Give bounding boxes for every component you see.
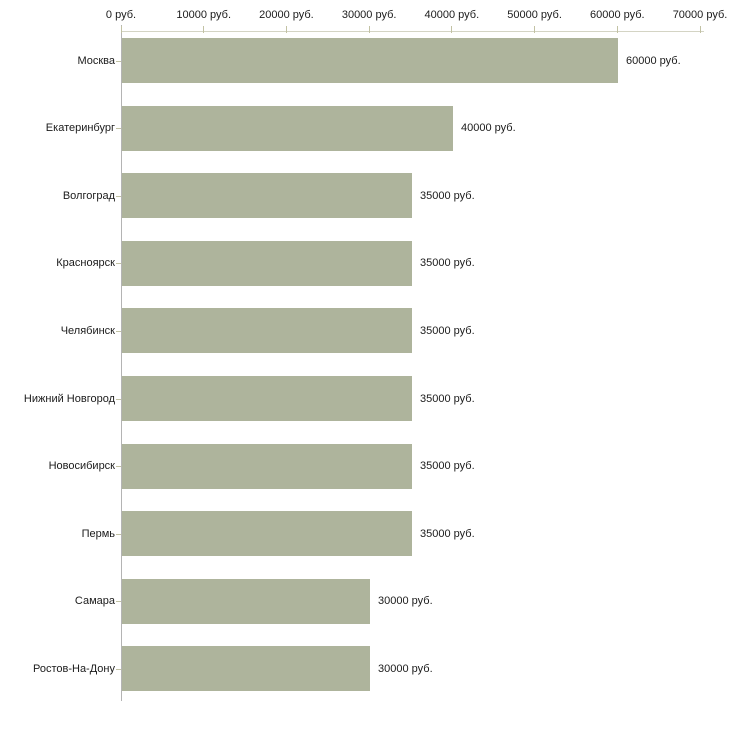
x-axis-tick-label: 50000 руб. xyxy=(507,9,562,21)
bar-value-label: 35000 руб. xyxy=(420,189,475,202)
category-label: Ростов-На-Дону xyxy=(32,662,115,675)
bar-value-label: 35000 руб. xyxy=(420,257,475,270)
bar xyxy=(122,511,412,557)
x-axis-tick xyxy=(368,26,370,33)
category-label: Екатеринбург xyxy=(45,122,115,135)
bar-value-label: 30000 руб. xyxy=(378,662,433,675)
category-label: Новосибирск xyxy=(48,460,115,473)
bar xyxy=(122,173,412,219)
x-axis-tick xyxy=(699,26,701,33)
bar xyxy=(122,443,412,489)
bar xyxy=(122,376,412,421)
category-label: Красноярск xyxy=(56,257,115,270)
category-axis-tick xyxy=(116,466,121,468)
bar xyxy=(122,240,412,286)
bar-value-label: 35000 руб. xyxy=(420,527,475,540)
x-axis-tick-label: 70000 руб. xyxy=(672,9,728,21)
bar xyxy=(122,105,453,151)
x-axis-tick xyxy=(120,26,122,33)
bar-value-label: 35000 руб. xyxy=(420,460,475,473)
bar xyxy=(122,578,370,624)
bar-value-label: 60000 руб. xyxy=(626,54,681,67)
category-label: Нижний Новгород xyxy=(23,392,115,405)
x-axis-tick xyxy=(534,26,536,33)
x-axis-line xyxy=(121,31,704,32)
x-axis-tick-label: 10000 руб. xyxy=(176,9,232,21)
category-axis-tick xyxy=(116,195,121,197)
bar-value-label: 40000 руб. xyxy=(461,122,516,135)
category-axis-tick xyxy=(116,398,121,400)
category-axis-tick xyxy=(116,533,121,535)
x-axis-tick xyxy=(451,26,453,33)
bar-value-label: 35000 руб. xyxy=(420,324,475,337)
bar-value-label: 30000 руб. xyxy=(378,595,433,608)
category-label: Челябинск xyxy=(60,324,115,337)
category-axis-tick xyxy=(116,330,121,332)
category-label: Пермь xyxy=(81,527,115,540)
bar xyxy=(122,308,412,354)
bar xyxy=(122,38,618,83)
bar xyxy=(122,646,370,692)
x-axis-tick-label: 30000 руб. xyxy=(341,9,397,21)
x-axis-tick xyxy=(616,26,618,33)
x-axis-tick-label: 60000 руб. xyxy=(589,9,645,21)
category-label: Москва xyxy=(77,54,115,67)
category-label: Волгоград xyxy=(62,189,115,202)
x-axis-tick-label: 0 руб. xyxy=(105,9,137,21)
category-axis-tick xyxy=(116,668,121,670)
y-axis-line xyxy=(121,25,122,701)
x-axis-tick xyxy=(285,26,287,33)
bar-value-label: 35000 руб. xyxy=(420,392,475,405)
category-label: Самара xyxy=(74,595,115,608)
category-axis-tick xyxy=(116,60,121,62)
x-axis-tick xyxy=(203,26,205,33)
category-axis-tick xyxy=(116,128,121,130)
category-axis-tick xyxy=(116,263,121,265)
x-axis-tick-label: 40000 руб. xyxy=(424,9,480,21)
x-axis-tick-label: 20000 руб. xyxy=(259,9,314,21)
category-axis-tick xyxy=(116,601,121,603)
